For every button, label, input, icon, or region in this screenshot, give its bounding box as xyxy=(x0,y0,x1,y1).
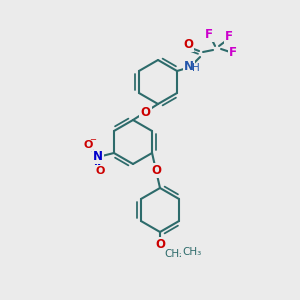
Text: CH₂: CH₂ xyxy=(164,249,184,259)
Text: N: N xyxy=(93,151,103,164)
Text: CH₃: CH₃ xyxy=(182,247,202,257)
Text: −: − xyxy=(89,136,96,145)
Text: O: O xyxy=(151,164,161,177)
Text: F: F xyxy=(229,46,237,59)
Text: N: N xyxy=(184,61,194,74)
Text: F: F xyxy=(205,28,213,41)
Text: F: F xyxy=(225,31,233,44)
Text: O: O xyxy=(95,166,105,176)
Text: O: O xyxy=(83,140,93,150)
Text: H: H xyxy=(192,63,200,73)
Text: O: O xyxy=(183,38,193,52)
Text: O: O xyxy=(140,106,151,118)
Text: O: O xyxy=(155,238,165,250)
